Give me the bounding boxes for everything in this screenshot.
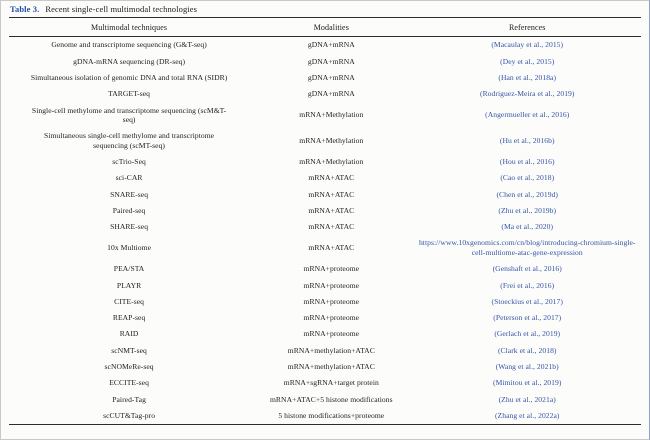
table-row: Paired-seq mRNA+ATAC (Zhu et al., 2019b) bbox=[9, 203, 641, 219]
technique-cell: 10x Multiome bbox=[107, 243, 151, 253]
modalities-cell: gDNA+mRNA bbox=[307, 40, 355, 50]
technique-cell: RAID bbox=[119, 329, 139, 339]
table-row: ECCITE-seq mRNA+sgRNA+target protein (Mimi… bbox=[9, 375, 641, 391]
modalities-cell: mRNA+ATAC bbox=[308, 243, 355, 253]
multimodal-technologies-table: Multimodal techniques Modalities Referen… bbox=[9, 17, 641, 425]
reference-citation-link[interactable]: (Dey et al., 2015) bbox=[500, 56, 555, 66]
technique-cell: SHARE-seq bbox=[110, 222, 149, 232]
reference-citation-link[interactable]: (Gerlach et al., 2019) bbox=[494, 329, 561, 339]
technique-cell: scNMT-seq bbox=[111, 345, 147, 355]
table-row: REAP-seq mRNA+proteome (Peterson et al., 2… bbox=[9, 310, 641, 326]
reference-citation-link[interactable]: (Hou et al., 2016) bbox=[499, 157, 555, 167]
table-row: Genome and transcriptome sequencing (G&T… bbox=[9, 37, 641, 54]
modalities-cell: mRNA+Methylation bbox=[299, 136, 364, 146]
modalities-cell: mRNA+proteome bbox=[303, 264, 360, 274]
modalities-cell: gDNA+mRNA bbox=[307, 72, 355, 82]
technique-cell: scTrio-Seq bbox=[112, 157, 146, 167]
technique-cell: PLAYR bbox=[116, 280, 142, 290]
reference-citation-link[interactable]: (Genshaft et al., 2016) bbox=[492, 264, 562, 274]
modalities-cell: mRNA+methylation+ATAC bbox=[287, 361, 375, 371]
table-caption-text: Recent single-cell multimodal technologi… bbox=[45, 4, 198, 14]
modalities-cell: mRNA+ATAC bbox=[308, 173, 355, 183]
table-row: TARGET-seq gDNA+mRNA (Rodriguez-Meira et a… bbox=[9, 86, 641, 102]
table-row: scTrio-Seq mRNA+Methylation (Hou et al., 2… bbox=[9, 154, 641, 170]
reference-citation-link[interactable]: (Peterson et al., 2017) bbox=[493, 313, 562, 323]
modalities-cell: mRNA+sgRNA+target protein bbox=[283, 378, 379, 388]
table-row: scNOMeRe-seq mRNA+methylation+ATAC (Wang e… bbox=[9, 359, 641, 375]
technique-cell: ECCITE-seq bbox=[109, 378, 149, 388]
modalities-cell: mRNA+Methylation bbox=[299, 110, 364, 120]
technique-cell: scNOMeRe-seq bbox=[104, 361, 154, 371]
technique-cell: Genome and transcriptome sequencing (G&T… bbox=[51, 40, 207, 50]
modalities-cell: mRNA+methylation+ATAC bbox=[287, 345, 375, 355]
technique-cell: TARGET-seq bbox=[108, 89, 150, 99]
modalities-cell: mRNA+ATAC bbox=[308, 205, 355, 215]
modalities-cell: mRNA+proteome bbox=[303, 329, 360, 339]
table-row: SHARE-seq mRNA+ATAC (Ma et al., 2020) bbox=[9, 219, 641, 235]
modalities-cell: gDNA+mRNA bbox=[307, 56, 355, 66]
modalities-cell: mRNA+ATAC bbox=[308, 222, 355, 232]
modalities-cell: mRNA+Methylation bbox=[299, 157, 364, 167]
table-row: gDNA-mRNA sequencing (DR-seq) gDNA+mRNA (D… bbox=[9, 53, 641, 69]
table-row: Single-cell methylome and transcriptome … bbox=[9, 102, 641, 128]
technique-cell: Paired-Tag bbox=[112, 394, 146, 404]
reference-citation-link[interactable]: (Zhu et al., 2019b) bbox=[498, 205, 557, 215]
table-row: scNMT-seq mRNA+methylation+ATAC (Clark et … bbox=[9, 342, 641, 358]
table-row: scCUT&Tag-pro 5 histone modifications+pro… bbox=[9, 407, 641, 424]
modalities-cell: gDNA+mRNA bbox=[307, 89, 355, 99]
technique-cell: SNARE-seq bbox=[110, 189, 149, 199]
technique-cell: PEA/STA bbox=[113, 264, 145, 274]
table-caption-label: Table 3. bbox=[10, 4, 40, 14]
table-row: RAID mRNA+proteome (Gerlach et al., 2019) bbox=[9, 326, 641, 342]
reference-citation-link[interactable]: (Wang et al., 2021b) bbox=[495, 361, 559, 371]
table-row: Paired-Tag mRNA+ATAC+5 histone modificati… bbox=[9, 391, 641, 407]
table-row: sci-CAR mRNA+ATAC (Cao et al., 2018) bbox=[9, 170, 641, 186]
reference-citation-link[interactable]: (Stoeckius et al., 2017) bbox=[491, 296, 563, 306]
modalities-cell: mRNA+ATAC bbox=[308, 189, 355, 199]
technique-cell: Paired-seq bbox=[112, 205, 146, 215]
technique-cell: scCUT&Tag-pro bbox=[103, 410, 156, 420]
reference-citation-link[interactable]: (Frei et al., 2016) bbox=[500, 280, 555, 290]
table-header-row: Multimodal techniques Modalities Referen… bbox=[9, 17, 641, 37]
column-header-modalities: Modalities bbox=[249, 17, 414, 37]
table-caption: Table 3. Recent single-cell multimodal te… bbox=[10, 4, 641, 15]
technique-cell: sci-CAR bbox=[115, 173, 143, 183]
modalities-cell: mRNA+proteome bbox=[303, 280, 360, 290]
reference-citation-link[interactable]: (Han et al., 2018a) bbox=[498, 72, 557, 82]
reference-citation-link[interactable]: (Mimitou et al., 2019) bbox=[493, 378, 562, 388]
table-header: Multimodal techniques Modalities Referen… bbox=[9, 17, 641, 37]
reference-citation-link[interactable]: (Cao et al., 2018) bbox=[500, 173, 555, 183]
reference-citation-link[interactable]: (Zhang et al., 2022a) bbox=[494, 410, 560, 420]
reference-url-link[interactable]: https://www.10xgenomics.com/cn/blog/intr… bbox=[418, 238, 636, 257]
reference-citation-link[interactable]: (Clark et al., 2018) bbox=[497, 345, 557, 355]
technique-cell: CITE-seq bbox=[114, 296, 145, 306]
table-row: SNARE-seq mRNA+ATAC (Chen et al., 2019d) bbox=[9, 186, 641, 202]
reference-citation-link[interactable]: (Angermueller et al., 2016) bbox=[485, 110, 570, 120]
modalities-cell: mRNA+ATAC+5 histone modifications bbox=[269, 394, 393, 404]
modalities-cell: 5 histone modifications+proteome bbox=[278, 410, 385, 420]
reference-citation-link[interactable]: (Rodriguez-Meira et al., 2019) bbox=[479, 89, 575, 99]
table-row: Simultaneous single-cell methylome and t… bbox=[9, 128, 641, 154]
modalities-cell: mRNA+proteome bbox=[303, 296, 360, 306]
modalities-cell: mRNA+proteome bbox=[303, 313, 360, 323]
table-row: CITE-seq mRNA+proteome (Stoeckius et al., … bbox=[9, 293, 641, 309]
table-row: 10x Multiome mRNA+ATAC https://www.10xgeno… bbox=[9, 235, 641, 261]
technique-cell: Simultaneous isolation of genomic DNA an… bbox=[30, 72, 228, 82]
technique-cell: Single-cell methylome and transcriptome … bbox=[31, 105, 227, 125]
technique-cell: REAP-seq bbox=[112, 313, 146, 323]
table-body: Genome and transcriptome sequencing (G&T… bbox=[9, 37, 641, 425]
reference-citation-link[interactable]: (Zhu et al., 2021a) bbox=[498, 394, 556, 404]
table-row: Simultaneous isolation of genomic DNA an… bbox=[9, 70, 641, 86]
column-header-references: References bbox=[413, 17, 641, 37]
column-header-multimodal-techniques: Multimodal techniques bbox=[9, 17, 250, 37]
reference-citation-link[interactable]: (Ma et al., 2020) bbox=[501, 222, 554, 232]
reference-citation-link[interactable]: (Macaulay et al., 2015) bbox=[491, 40, 564, 50]
table-row: PEA/STA mRNA+proteome (Genshaft et al., 20… bbox=[9, 261, 641, 277]
table-row: PLAYR mRNA+proteome (Frei et al., 2016) bbox=[9, 277, 641, 293]
reference-citation-link[interactable]: (Hu et al., 2016b) bbox=[499, 136, 555, 146]
technique-cell: Simultaneous single-cell methylome and t… bbox=[44, 131, 215, 150]
technique-cell: gDNA-mRNA sequencing (DR-seq) bbox=[73, 56, 186, 66]
reference-citation-link[interactable]: (Chen et al., 2019d) bbox=[496, 189, 558, 199]
